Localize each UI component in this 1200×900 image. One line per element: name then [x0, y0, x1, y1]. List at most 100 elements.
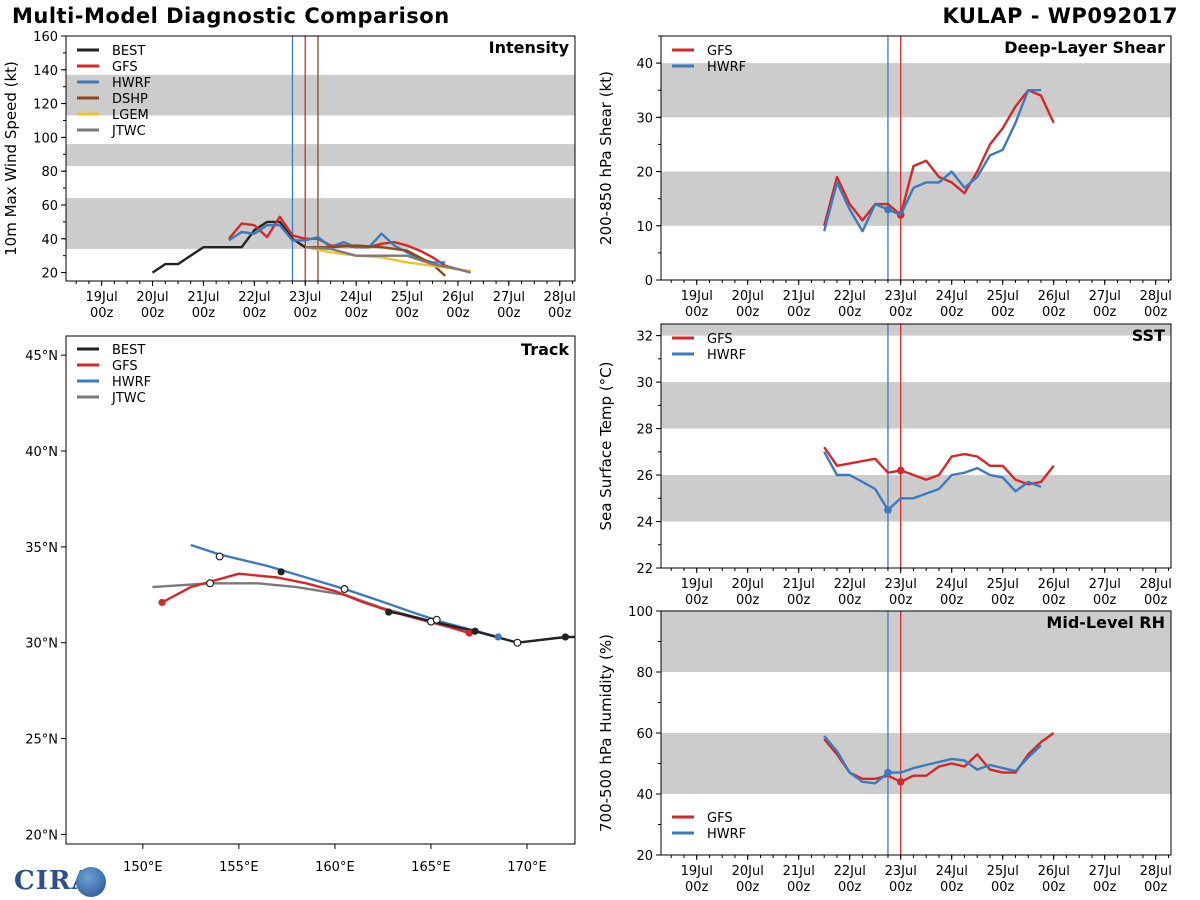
rh-xtick-label-hour: 00z	[889, 880, 913, 895]
shear-xtick-label-day: 20Jul	[732, 289, 764, 304]
intensity-ytick-label: 20	[41, 267, 58, 282]
intensity-band	[66, 74, 575, 116]
intensity-xtick-label-day: 25Jul	[391, 290, 423, 305]
sst-band	[661, 382, 1171, 429]
track-ytick-label: 35°N	[25, 541, 58, 556]
rh-xtick-label-day: 24Jul	[936, 864, 968, 879]
rh-series-hwrf	[823, 735, 1042, 785]
sst-plot-area	[661, 324, 1171, 568]
track-plot-area	[152, 543, 575, 647]
sst-series-gfs	[823, 446, 1055, 486]
sst-xtick-label-day: 24Jul	[936, 577, 968, 592]
rh-xtick-label-hour: 00z	[1144, 880, 1168, 895]
intensity-xtick-label-day: 21Jul	[187, 290, 219, 305]
rh-xtick-label-hour: 00z	[940, 880, 964, 895]
rh-band	[661, 733, 1171, 794]
sst-xtick-label-hour: 00z	[940, 593, 964, 608]
track-point-gfs	[465, 629, 473, 637]
intensity-xtick-label-day: 23Jul	[289, 290, 321, 305]
sst-ytick-label: 24	[636, 516, 653, 531]
intensity-xtick-label-day: 20Jul	[136, 290, 168, 305]
sst-xtick-label-hour: 00z	[838, 593, 862, 608]
legend-gfs-label: GFS	[112, 60, 138, 75]
track-series-jtwc	[152, 582, 476, 633]
shear-ytick-label: 40	[636, 57, 653, 72]
track-point-open-hwrf	[215, 552, 224, 561]
panel-track: 20°N 25°N 30°N 35°N 40°N 45°N 150°E 155°E 160°E 1…	[25, 335, 576, 875]
panel-intensity: 2040608010012014016019Jul00z20Jul00z21Ju…	[2, 30, 576, 321]
sst-xtick-label-day: 23Jul	[885, 577, 917, 592]
legend-hwrf-label: HWRF	[707, 348, 746, 363]
rh-ytick-label: 40	[636, 788, 653, 803]
intensity-ytick-label: 140	[33, 64, 58, 79]
shear-band	[661, 171, 1171, 226]
track-ytick-label: 25°N	[25, 733, 58, 748]
shear-xtick-label-day: 25Jul	[987, 289, 1019, 304]
shear-ytick-label: 0	[645, 274, 653, 289]
track-xtick-label: 170°E	[507, 860, 547, 875]
track-xtick-label: 160°E	[315, 860, 355, 875]
intensity-xtick-label-hour: 00z	[243, 306, 267, 321]
shear-xtick-label-day: 19Jul	[681, 289, 713, 304]
shear-series-hwrf	[823, 88, 1041, 233]
track-point-open-jtwc	[206, 579, 215, 588]
intensity-xtick-label-day: 27Jul	[493, 290, 525, 305]
intensity-title: Intensity	[489, 38, 570, 57]
track-frame	[65, 335, 576, 845]
rh-xtick-label-hour: 00z	[838, 880, 862, 895]
sst-xtick-label-hour: 00z	[787, 593, 811, 608]
storm-id-title: KULAP - WP092017	[942, 4, 1178, 28]
intensity-xtick-label-day: 19Jul	[86, 290, 118, 305]
shear-series-gfs	[823, 88, 1055, 227]
rh-xtick-label-hour: 00z	[787, 880, 811, 895]
sst-xtick-label-hour: 00z	[889, 593, 913, 608]
rh-ytick-label: 100	[628, 605, 653, 620]
shear-xtick-label-hour: 00z	[991, 305, 1015, 320]
track-point-best	[561, 633, 569, 641]
sst-xtick-label-day: 20Jul	[732, 577, 764, 592]
rh-title: Mid-Level RH	[1046, 613, 1165, 632]
legend-dshp-label: DSHP	[112, 92, 148, 107]
intensity-xtick-label-hour: 00z	[395, 306, 419, 321]
sst-ytick-label: 26	[636, 469, 653, 484]
shear-marker-hwrf	[884, 205, 892, 214]
intensity-band	[66, 144, 575, 167]
legend-best-label: BEST	[112, 44, 145, 59]
sst-xtick-label-day: 19Jul	[681, 577, 713, 592]
shear-xtick-label-day: 23Jul	[885, 289, 917, 304]
intensity-plot-area	[66, 36, 575, 281]
intensity-xtick-label-hour: 00z	[294, 306, 318, 321]
sst-xtick-label-day: 21Jul	[783, 577, 815, 592]
intensity-ytick-label: 40	[41, 233, 58, 248]
track-point-best	[277, 568, 285, 576]
track-series-best	[388, 610, 575, 644]
shear-xtick-label-hour: 00z	[1144, 305, 1168, 320]
rh-xtick-label-day: 22Jul	[834, 864, 866, 879]
sst-ylabel: Sea Surface Temp (°C)	[597, 361, 615, 530]
rh-xtick-label-hour: 00z	[991, 880, 1015, 895]
shear-ylabel: 200-850 hPa Shear (kt)	[597, 71, 615, 245]
shear-xtick-label-day: 28Jul	[1140, 289, 1172, 304]
intensity-xtick-label-day: 28Jul	[544, 290, 576, 305]
intensity-ytick-label: 120	[33, 98, 58, 113]
intensity-xtick-label-day: 22Jul	[238, 290, 270, 305]
intensity-xtick-label-hour: 00z	[446, 306, 470, 321]
legend-gfs-label: GFS	[707, 44, 733, 59]
rh-xtick-label-hour: 00z	[736, 880, 760, 895]
sst-xtick-label-hour: 00z	[1144, 593, 1168, 608]
sst-xtick-label-day: 26Jul	[1038, 577, 1070, 592]
sst-xtick-label-day: 27Jul	[1089, 577, 1121, 592]
intensity-ytick-label: 80	[41, 165, 58, 180]
panel-rh: 2040608010019Jul00z20Jul00z21Jul00z22Jul…	[597, 605, 1172, 895]
track-point-open-hwrf	[340, 585, 349, 594]
shear-ytick-label: 30	[636, 111, 653, 126]
intensity-series-jtwc	[305, 246, 472, 274]
cira-logo: CIRA	[4, 866, 108, 898]
track-point-open-best	[513, 638, 522, 647]
shear-band	[661, 63, 1171, 118]
rh-xtick-label-hour: 00z	[685, 880, 709, 895]
track-point-open-jtwc	[432, 615, 441, 624]
track-point-best	[471, 627, 479, 635]
shear-xtick-label-hour: 00z	[838, 305, 862, 320]
shear-xtick-label-hour: 00z	[889, 305, 913, 320]
